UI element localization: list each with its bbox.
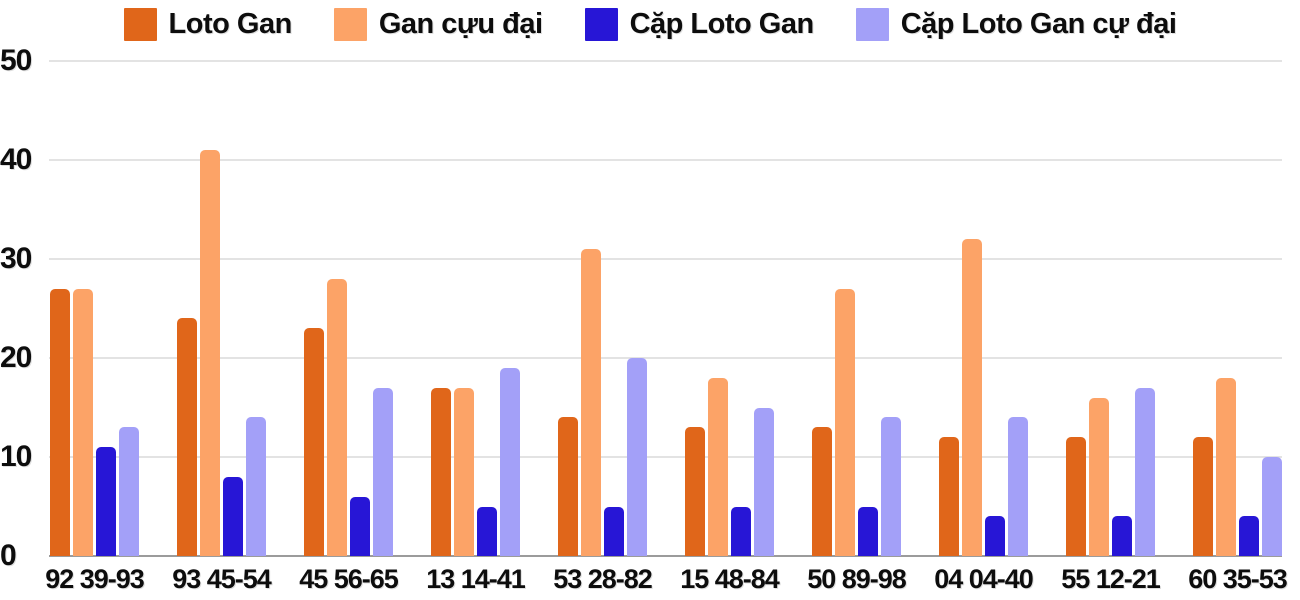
bar-15_48-84-series-2[interactable] (731, 506, 751, 556)
y-axis-tick-label-20: 20 (0, 341, 32, 374)
grid-line-40 (49, 159, 1282, 161)
y-axis-tick-label-40: 40 (0, 143, 32, 176)
bar-53_28-82-series-1[interactable] (581, 249, 601, 556)
bar-60_35-53-series-0[interactable] (1193, 437, 1213, 556)
bar-53_28-82-series-0[interactable] (558, 417, 578, 556)
y-axis-tick-label-30: 30 (0, 242, 32, 275)
legend-item-2[interactable]: Cặp Loto Gan (584, 8, 815, 41)
bar-13_14-41-series-0[interactable] (431, 387, 451, 556)
x-axis-category-label: 92 39-93 (45, 564, 145, 594)
bar-45_56-65-series-3[interactable] (373, 387, 393, 556)
x-axis-category-label: 13 14-41 (426, 564, 526, 594)
bar-55_12-21-series-0[interactable] (1066, 437, 1086, 556)
grid-line-10 (49, 456, 1282, 458)
bar-93_45-54-series-1[interactable] (200, 150, 220, 556)
legend-item-1[interactable]: Gan cựu đại (333, 8, 543, 41)
grid-line-50 (49, 60, 1282, 62)
bar-13_14-41-series-3[interactable] (500, 367, 520, 556)
y-axis-tick-label-0: 0 (0, 539, 17, 572)
y-axis-tick-label-50: 50 (0, 44, 32, 77)
bar-15_48-84-series-1[interactable] (708, 377, 728, 556)
legend-item-0[interactable]: Loto Gan (123, 8, 293, 41)
bar-93_45-54-series-3[interactable] (246, 417, 266, 556)
x-axis-category-label: 60 35-53 (1188, 564, 1288, 594)
bar-15_48-84-series-0[interactable] (685, 427, 705, 556)
bar-45_56-65-series-2[interactable] (350, 496, 370, 556)
bar-13_14-41-series-1[interactable] (454, 387, 474, 556)
bar-92_39-93-series-1[interactable] (73, 288, 93, 556)
bar-53_28-82-series-3[interactable] (627, 358, 647, 556)
bar-60_35-53-series-2[interactable] (1239, 516, 1259, 556)
bar-15_48-84-series-3[interactable] (754, 407, 774, 556)
legend-label: Cặp Loto Gan (629, 8, 815, 40)
x-axis-category-label: 55 12-21 (1061, 564, 1161, 594)
bar-53_28-82-series-2[interactable] (604, 506, 624, 556)
bar-50_89-98-series-1[interactable] (835, 288, 855, 556)
grid-line-20 (49, 357, 1282, 359)
bar-60_35-53-series-1[interactable] (1216, 377, 1236, 556)
bar-13_14-41-series-2[interactable] (477, 506, 497, 556)
x-axis-category-label: 04 04-40 (934, 564, 1034, 594)
x-axis-category-label: 45 56-65 (299, 564, 399, 594)
bar-92_39-93-series-2[interactable] (96, 447, 116, 556)
bar-50_89-98-series-3[interactable] (881, 417, 901, 556)
bar-50_89-98-series-2[interactable] (858, 506, 878, 556)
bar-55_12-21-series-2[interactable] (1112, 516, 1132, 556)
bar-92_39-93-series-3[interactable] (119, 427, 139, 556)
bar-50_89-98-series-0[interactable] (812, 427, 832, 556)
bar-45_56-65-series-1[interactable] (327, 278, 347, 556)
x-axis-line (49, 555, 1282, 557)
bar-55_12-21-series-3[interactable] (1135, 387, 1155, 556)
legend-swatch-icon (855, 8, 889, 41)
x-axis-category-label: 15 48-84 (680, 564, 780, 594)
bar-93_45-54-series-0[interactable] (177, 318, 197, 556)
bar-92_39-93-series-0[interactable] (50, 288, 70, 556)
legend-label: Loto Gan (168, 8, 293, 40)
bar-04_04-40-series-2[interactable] (985, 516, 1005, 556)
grid-line-30 (49, 258, 1282, 260)
bar-04_04-40-series-1[interactable] (962, 239, 982, 556)
legend-swatch-icon (333, 8, 367, 41)
bar-45_56-65-series-0[interactable] (304, 328, 324, 556)
legend-label: Cặp Loto Gan cự đại (900, 8, 1177, 40)
x-axis-category-label: 93 45-54 (172, 564, 272, 594)
legend-label: Gan cựu đại (378, 8, 543, 40)
x-axis-category-label: 53 28-82 (553, 564, 653, 594)
legend-swatch-icon (123, 8, 157, 41)
bar-04_04-40-series-0[interactable] (939, 437, 959, 556)
y-axis-tick-label-10: 10 (0, 440, 32, 473)
bar-04_04-40-series-3[interactable] (1008, 417, 1028, 556)
bar-93_45-54-series-2[interactable] (223, 476, 243, 556)
chart-legend: Loto Gan Gan cựu đại Cặp Loto Gan Cặp Loto … (0, 8, 1300, 41)
legend-item-3[interactable]: Cặp Loto Gan cự đại (855, 8, 1177, 41)
legend-swatch-icon (584, 8, 618, 41)
bar-55_12-21-series-1[interactable] (1089, 397, 1109, 556)
bar-60_35-53-series-3[interactable] (1262, 457, 1282, 556)
x-axis-category-label: 50 89-98 (807, 564, 907, 594)
